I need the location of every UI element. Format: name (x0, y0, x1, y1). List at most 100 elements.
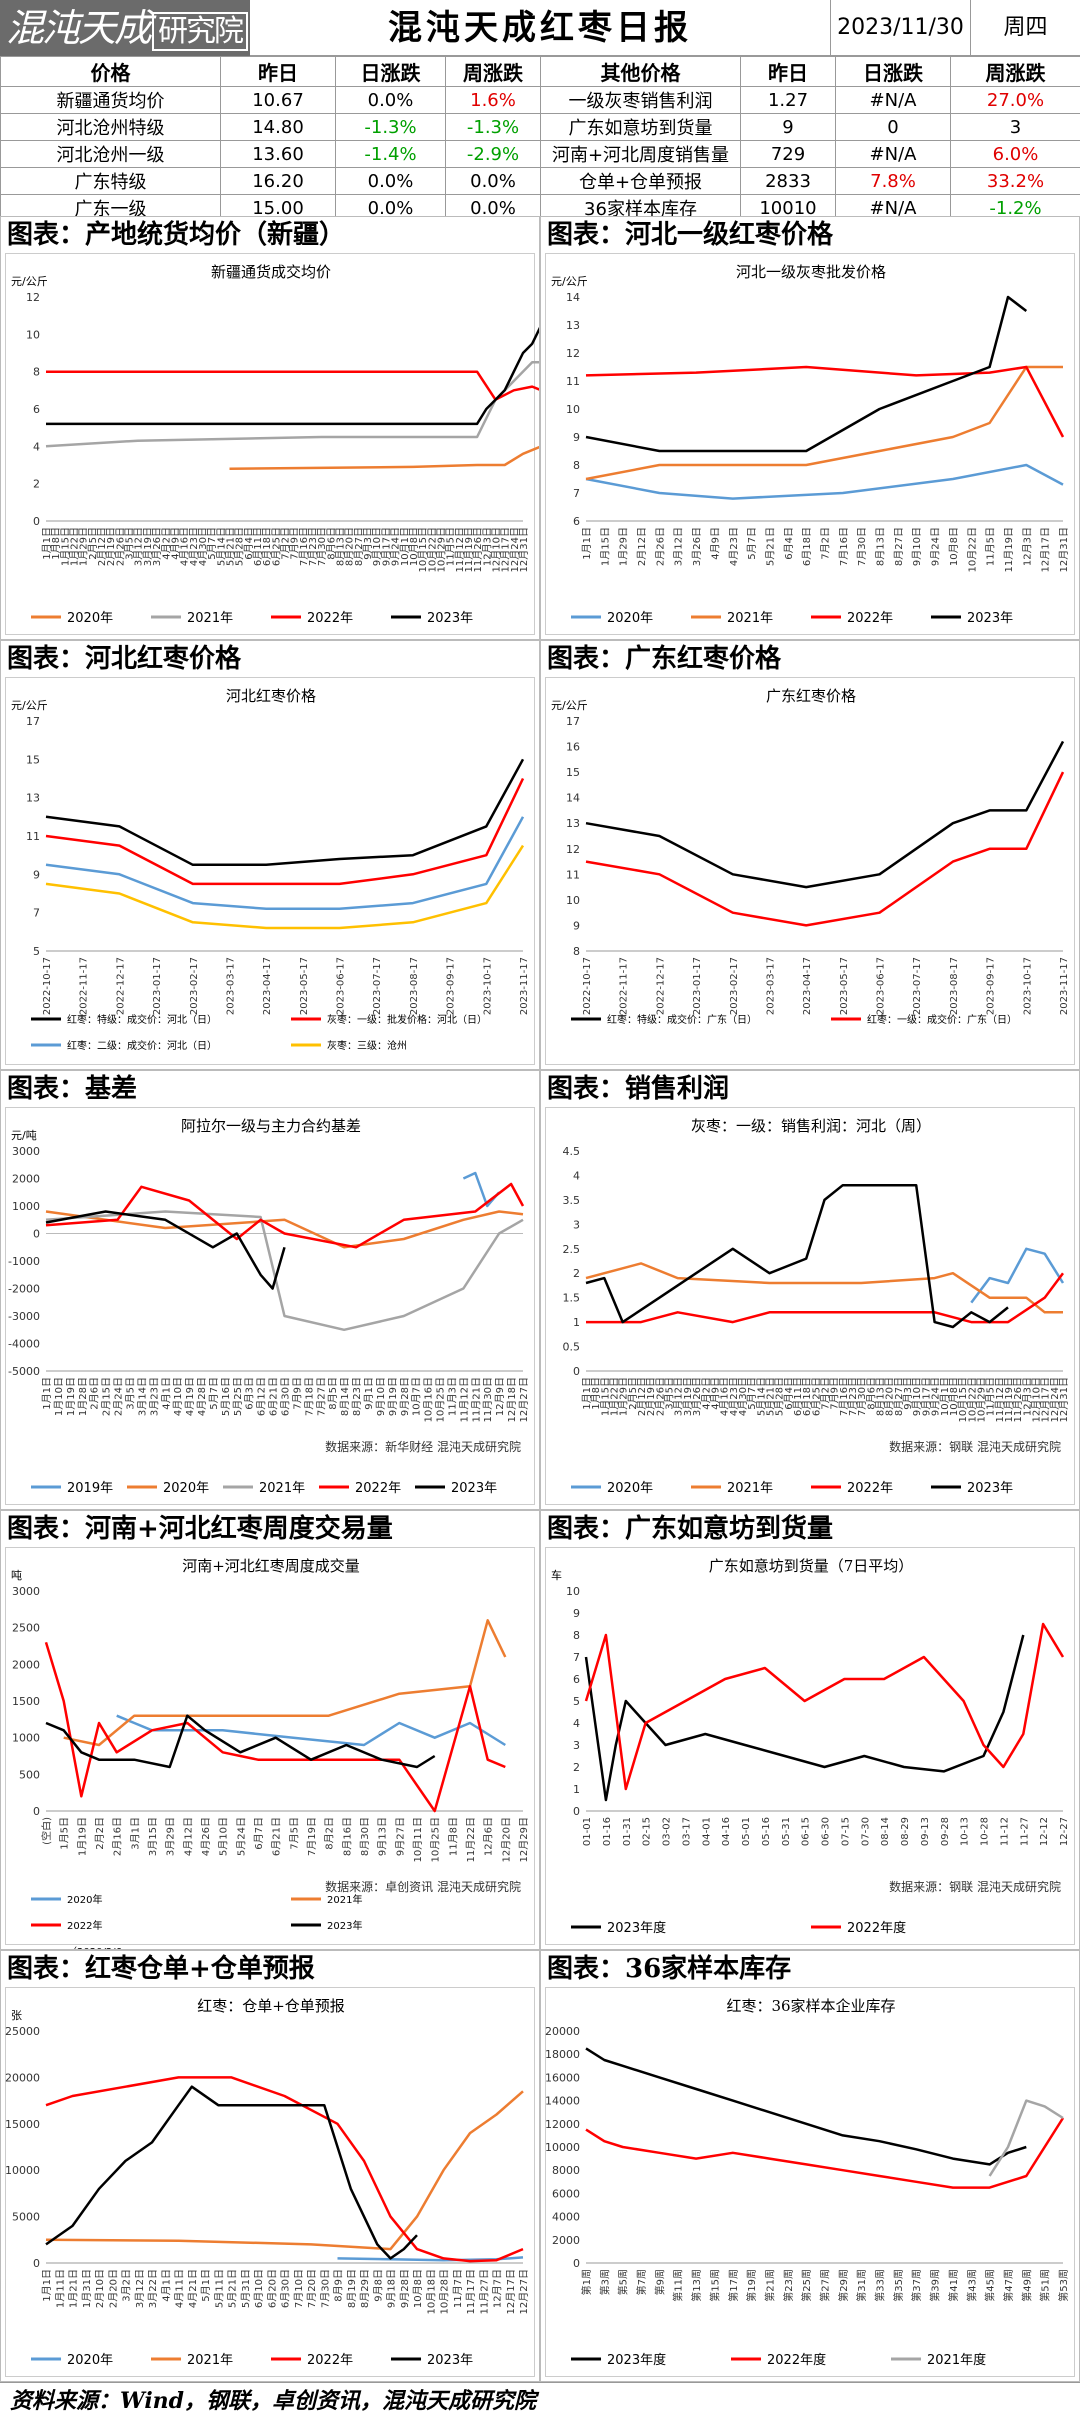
x-tick-label: 3月19日 (682, 1377, 694, 1416)
y-tick-label: 9 (573, 1607, 580, 1620)
y-tick-label: 14 (566, 792, 580, 805)
y-tick-label: 3000 (12, 1145, 40, 1158)
series-line (585, 1183, 1009, 1329)
x-tick-label: 1月29日 (78, 527, 90, 566)
series-line (585, 2117, 1065, 2189)
chart-frame (5, 1107, 535, 1505)
x-tick-label: 第27周 (819, 2269, 832, 2302)
x-tick-label: 10月7日 (411, 1377, 423, 1416)
x-tick-label: 第17周 (727, 2269, 740, 2302)
x-tick-label: 12月3日 (1021, 1377, 1033, 1416)
y-tick-label: -3000 (8, 1310, 40, 1323)
report-date: 2023/11/30 (830, 0, 970, 55)
y-tick-label: 12 (26, 291, 40, 304)
table-cell: 仓单+仓单预报 (540, 167, 741, 195)
y-tick-label: 8 (33, 366, 40, 379)
x-tick-label: 7月30日 (856, 527, 868, 566)
x-tick-label: 3月26日 (691, 527, 703, 566)
x-tick-label: 5月28日 (234, 527, 246, 566)
x-tick-label: 第45周 (984, 2269, 997, 2302)
x-tick-label: 4月28日 (196, 1377, 208, 1416)
x-tick-label: 7月16日 (838, 1377, 850, 1416)
x-tick-label: 第47周 (1002, 2269, 1015, 2302)
x-tick-label: 8月30日 (359, 1817, 371, 1856)
legend-label: 2022年 (307, 611, 353, 626)
x-tick-label: 2023-11-17 (1059, 957, 1070, 1015)
x-tick-label: 3月22日 (147, 2269, 159, 2308)
x-tick-label: 8月6日 (865, 1377, 877, 1410)
y-tick-label: 5000 (12, 2211, 40, 2224)
series-line (45, 1182, 525, 1249)
table-row: 河北沧州特级 14.80 -1.3% -1.3% 广东如意坊到货量 9 0 3 (0, 113, 1080, 141)
legend-label: 红枣：一级：成交价：广东（日） (867, 1013, 1017, 1026)
series-line (585, 2047, 1027, 2166)
x-tick-label: 2023-04-17 (262, 957, 273, 1015)
x-tick-label: 1月15日 (599, 1377, 611, 1416)
series-line (45, 758, 525, 867)
x-tick-label: 第33周 (874, 2269, 887, 2302)
series-line (970, 1247, 1065, 1304)
x-tick-label: (空白) (40, 1817, 53, 1845)
x-tick-label: 2月12日 (636, 1377, 648, 1416)
x-tick-label: 8月23日 (351, 1377, 363, 1416)
y-tick-label: -4000 (8, 1338, 40, 1351)
table-cell: -1.4% (335, 140, 446, 168)
table-row: 新疆通货均价 10.67 0.0% 1.6% 一级灰枣销售利润 1.27 #N/A 27.0% (0, 86, 1080, 114)
y-tick-label: 0 (33, 1228, 40, 1241)
x-tick-label: 8月16日 (341, 1817, 353, 1856)
legend-label: 2023年 (967, 1481, 1013, 1496)
x-tick-label: 6月11日 (252, 527, 264, 566)
x-tick-label: 8月27日 (353, 527, 365, 566)
x-tick-label: 11月30日 (482, 1377, 494, 1422)
x-tick-label: 07-15 (840, 1817, 851, 1846)
x-tick-label: 2023-04-17 (802, 957, 813, 1015)
x-tick-label: 8月6日 (325, 527, 337, 560)
x-tick-label: 1月19日 (76, 1817, 88, 1856)
table-cell: 1.27 (740, 86, 836, 114)
x-tick-label: 4月30日 (737, 1377, 749, 1416)
table-cell: 周涨跌 (950, 56, 1080, 87)
series-line (63, 1619, 507, 1747)
table-row: 广东一级 15.00 0.0% 0.0% 36家样本库存 10010 #N/A -1.2% (0, 194, 1080, 222)
x-tick-label: 8月13日 (875, 1377, 887, 1416)
x-tick-label: 12月29日 (518, 1817, 530, 1862)
x-tick-label: 12月31日 (1058, 1377, 1070, 1422)
x-tick-label: 5月7日 (746, 527, 758, 560)
data-source-note: 数据来源：新华财经 混沌天成研究院 (325, 1439, 521, 1454)
x-tick-label: 1月11日 (54, 2269, 66, 2308)
chart-panel: 图表：红枣仓单+仓单预报 红枣：仓单+仓单预报张 0 5000 10000 15000 20… (0, 1950, 540, 2382)
x-tick-label: 4月16日 (719, 1377, 731, 1416)
x-tick-label: 8月13日 (875, 527, 887, 566)
x-tick-label: 1月29日 (618, 527, 630, 566)
x-tick-label: 7月18日 (303, 1377, 315, 1416)
x-tick-label: 3月12日 (673, 527, 685, 566)
y-tick-label: 7 (573, 1651, 580, 1664)
y-tick-label: 2 (33, 478, 40, 491)
x-tick-label: 11月26日 (472, 527, 484, 572)
series-line (46, 326, 539, 426)
data-source-note: 数据来源：钢联 混沌天成研究院 (889, 1879, 1061, 1894)
report-header: 混沌天成 研究院 混沌天成红枣日报 2023/11/30 周四 (0, 0, 1080, 56)
table-cell: 周涨跌 (445, 56, 541, 87)
legend-label: 2022年 (847, 1481, 893, 1496)
x-tick-label: 5月7日 (746, 1377, 758, 1410)
series-line (46, 370, 539, 401)
legend-label: 2021年 (187, 2353, 233, 2368)
y-tick-label: 15 (566, 766, 580, 779)
x-tick-label: 10月28日 (439, 2269, 451, 2314)
x-tick-label: 7月23日 (847, 1377, 859, 1416)
y-tick-label: 9 (573, 431, 580, 444)
y-tick-label: 17 (26, 715, 40, 728)
series-line (584, 1622, 1065, 1791)
x-tick-label: 6月4日 (783, 1377, 795, 1410)
legend-label: 2023年度 (607, 2352, 666, 2368)
x-tick-label: 12月3日 (1021, 527, 1033, 566)
chart-title: 红枣：36家样本企业库存 (726, 1997, 895, 2015)
x-tick-label: 2月16日 (112, 1817, 124, 1856)
x-tick-label: 4月12日 (182, 1817, 194, 1856)
chart-title: 广东如意坊到货量（7日平均） (709, 1557, 914, 1575)
x-tick-label: 1月15日 (599, 527, 611, 566)
